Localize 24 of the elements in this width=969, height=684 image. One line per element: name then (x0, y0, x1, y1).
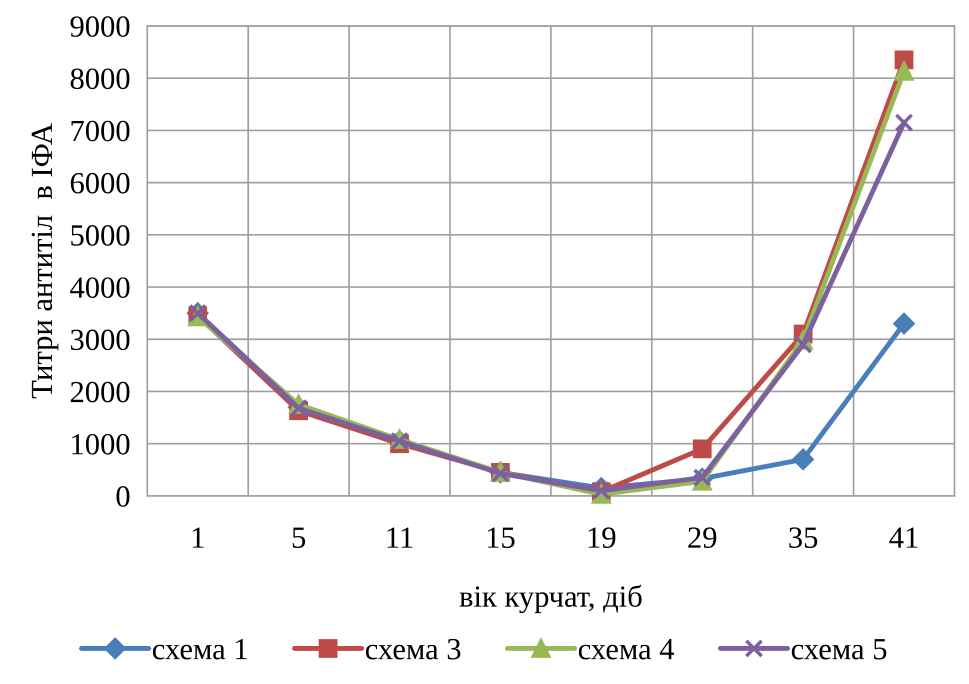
legend-label: схема 5 (792, 639, 886, 660)
legend-label: схема 1 (152, 638, 247, 660)
y-tick-label: 4000 (70, 277, 130, 298)
legend-label: схема 3 (366, 638, 460, 660)
x-axis-title: вік курчат, діб (460, 584, 642, 614)
x-tick-label: 35 (789, 527, 818, 548)
y-axis-title: Титри антитіл в ІФА (32, 123, 58, 398)
x-tick-label: 11 (388, 527, 412, 548)
x-tick-label: 41 (889, 527, 918, 548)
x-tick-label: 19 (588, 527, 616, 548)
y-tick-label: 2000 (70, 382, 130, 402)
y-tick-label: 3000 (70, 330, 130, 350)
legend-label: схема 4 (578, 639, 674, 660)
y-tick-label: 5000 (71, 225, 130, 246)
x-tick-label: 1 (192, 527, 204, 548)
y-tick-label: 9000 (70, 16, 130, 37)
y-tick-label: 6000 (70, 172, 130, 194)
x-tick-label: 5 (292, 528, 306, 548)
x-tick-label: 29 (688, 527, 716, 548)
y-tick-label: 1000 (72, 434, 130, 455)
x-tick-label: 15 (488, 527, 515, 548)
y-tick-label: 7000 (72, 120, 130, 142)
y-tick-label: 0 (116, 486, 130, 507)
y-tick-label: 8000 (70, 68, 130, 90)
